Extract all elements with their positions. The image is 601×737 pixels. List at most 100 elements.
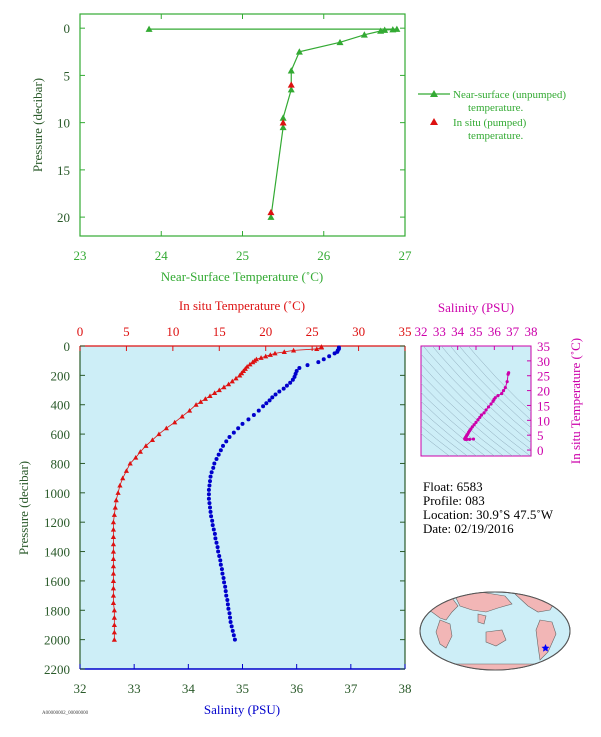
temperature-point xyxy=(314,346,320,352)
salinity-profile-series xyxy=(206,345,341,642)
salinity-point xyxy=(206,496,211,501)
salinity-axis: 32 33 34 35 36 37 38 xyxy=(74,664,412,696)
salinity-point xyxy=(206,487,211,492)
unpumped-point xyxy=(360,31,368,38)
ts-point xyxy=(465,437,469,441)
ts-point xyxy=(471,437,476,441)
ts-x-tick-label: 33 xyxy=(433,324,446,339)
salinity-point xyxy=(208,474,213,479)
salinity-point xyxy=(227,435,232,440)
temperature-point xyxy=(258,355,264,360)
temperature-point xyxy=(229,378,235,384)
salinity-point xyxy=(267,398,272,403)
density-contour xyxy=(449,346,531,429)
salinity-point xyxy=(211,465,216,470)
unpumped-point xyxy=(377,27,385,34)
ts-x-tick-label: 35 xyxy=(470,324,483,339)
temperature-point xyxy=(179,413,185,419)
salinity-point xyxy=(212,531,217,536)
temperature-point xyxy=(133,454,139,460)
ts-point xyxy=(467,437,472,441)
near-surface-x-axis: 23 24 25 26 27 xyxy=(74,14,412,263)
map-outline xyxy=(419,591,571,671)
legend-label-unpumped: Near-surface (unpumped) temperature. xyxy=(453,89,569,114)
salinity-tick-label: 32 xyxy=(74,681,87,696)
pumped-point xyxy=(279,119,287,126)
temperature-point xyxy=(318,344,325,350)
salinity-tick-label: 34 xyxy=(182,681,196,696)
ts-x-axis: 32 33 34 35 36 37 38 xyxy=(415,324,538,350)
temperature-point xyxy=(186,408,193,413)
temperature-point xyxy=(110,548,117,554)
salinity-point xyxy=(206,492,211,497)
density-contour xyxy=(431,346,531,444)
ts-y-tick-label: 35 xyxy=(537,339,550,354)
salinity-point xyxy=(256,408,261,413)
info-location: Location: 30.9˚S 47.5˚W xyxy=(423,507,554,522)
density-contour xyxy=(421,392,495,456)
temperature-point xyxy=(110,585,117,591)
temperature-point xyxy=(110,519,117,525)
pressure-tick-label: 2000 xyxy=(44,633,70,648)
density-contour xyxy=(421,373,513,456)
salinity-point xyxy=(232,637,237,642)
salinity-point xyxy=(281,386,286,391)
salinity-point xyxy=(211,527,216,532)
pressure-tick-label: 0 xyxy=(64,339,71,354)
salinity-point xyxy=(215,545,220,550)
temperature-point xyxy=(110,541,117,547)
salinity-point xyxy=(207,483,212,488)
temperature-axis: 0 5 10 15 20 25 30 35 xyxy=(77,324,412,351)
salinity-point xyxy=(208,509,213,514)
temperature-point xyxy=(247,361,253,367)
temperature-point xyxy=(272,350,278,356)
density-contour xyxy=(458,346,531,421)
temperature-axis-label: In situ Temperature (˚C) xyxy=(179,298,305,313)
salinity-point xyxy=(226,606,231,611)
pressure-tick-label: 1800 xyxy=(44,603,70,618)
temperature-point xyxy=(216,387,222,393)
salinity-point xyxy=(316,360,321,365)
salinity-point xyxy=(223,584,228,589)
salinity-point xyxy=(221,443,225,448)
salinity-point xyxy=(216,452,221,457)
pumped-point xyxy=(287,81,295,88)
temperature-point xyxy=(111,629,117,635)
near-surface-x-tick-label: 24 xyxy=(155,248,169,263)
unpumped-point xyxy=(381,26,389,33)
unpumped-point xyxy=(336,38,344,46)
ts-point xyxy=(503,386,507,390)
unpumped-point xyxy=(389,26,397,33)
ts-x-label: Salinity (PSU) xyxy=(438,300,514,315)
near-surface-x-tick-label: 26 xyxy=(317,248,331,263)
near-surface-y-tick-label: 20 xyxy=(57,210,70,225)
temperature-point xyxy=(112,504,118,510)
ts-y-tick-label: 30 xyxy=(537,354,550,369)
land-asia xyxy=(454,592,513,613)
near-surface-x-label: Near-Surface Temperature (˚C) xyxy=(161,269,323,284)
float-location-marker xyxy=(541,644,550,652)
ts-x-tick-label: 32 xyxy=(415,324,428,339)
salinity-point xyxy=(228,620,233,625)
near-surface-legend: Near-surface (unpumped) temperature. In … xyxy=(418,89,569,142)
near-surface-y-label: Pressure (decibar) xyxy=(30,78,45,172)
ts-y-label: In situ Temperature (˚C) xyxy=(568,338,583,464)
salinity-point xyxy=(227,611,232,616)
ts-x-tick-label: 38 xyxy=(525,324,538,339)
temperature-point xyxy=(290,347,297,353)
salinity-tick-label: 38 xyxy=(399,681,412,696)
salinity-point xyxy=(216,549,221,554)
temperature-profile-series xyxy=(110,344,325,642)
pressure-axis: 0 200 400 600 800 1000 1200 1400 1600 1800 2000 220… xyxy=(44,339,405,677)
temperature-point xyxy=(115,490,121,495)
near-surface-x-tick-label: 25 xyxy=(236,248,249,263)
pressure-tick-label: 200 xyxy=(51,368,71,383)
density-contour xyxy=(421,401,486,456)
temperature-point xyxy=(110,592,117,598)
salinity-point xyxy=(270,395,275,400)
density-contour xyxy=(421,417,468,456)
profile-panel: 0 5 10 15 20 25 30 35 32 33 34 35 36 37 38 0 200 400 600… xyxy=(16,298,412,717)
salinity-point xyxy=(224,439,229,444)
density-contours xyxy=(421,346,531,456)
